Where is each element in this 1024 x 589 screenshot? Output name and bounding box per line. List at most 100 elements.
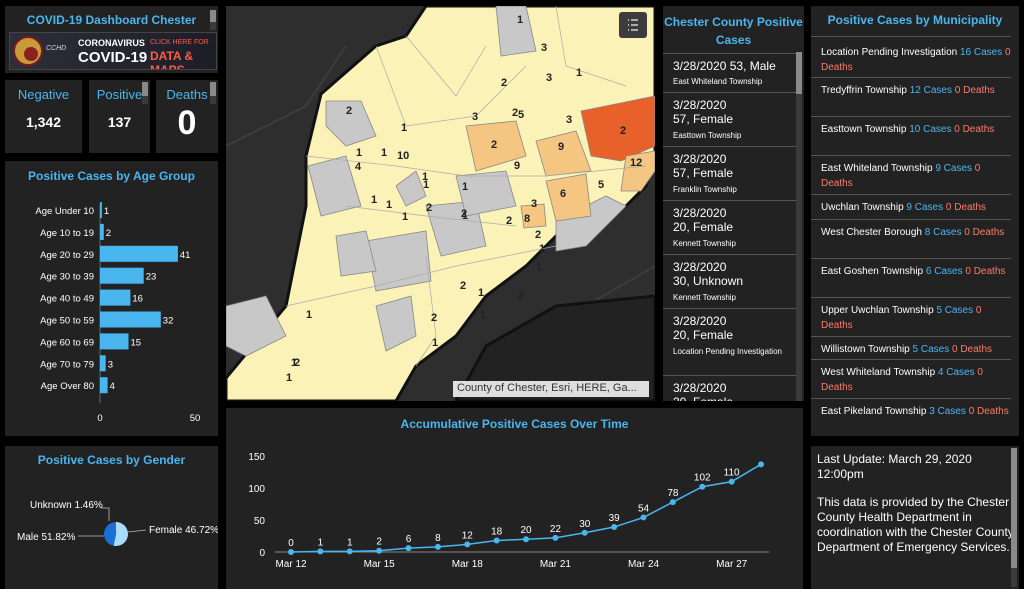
municipality-deaths: 0 Deaths <box>951 344 993 355</box>
municipality-name: East Whiteland Township <box>821 163 936 174</box>
age-bar[interactable] <box>100 245 178 262</box>
map-count-label: 3 <box>472 111 478 123</box>
municipality-cases: 10 Cases <box>909 124 955 135</box>
county-case-item[interactable]: 3/28/2020 20, Female Kennett Township <box>663 200 796 249</box>
county-case-item[interactable]: 3/28/2020 20, Female Location Pending Inve… <box>663 308 796 357</box>
gender-slice[interactable] <box>113 522 129 546</box>
positive-label: Positive <box>96 87 143 102</box>
map-count-label: 1 <box>386 199 392 211</box>
age-bar[interactable] <box>100 355 106 372</box>
age-xtick: 50 <box>190 413 201 424</box>
municipality-cases: 3 Cases <box>929 406 969 417</box>
deaths-label: Deaths <box>166 87 208 102</box>
case-municipality: Kennett Township <box>673 239 737 248</box>
municipality-name: Uwchlan Township <box>821 202 907 213</box>
age-category-label: Age 60 to 69 <box>40 337 94 348</box>
municipality-item[interactable]: East Whiteland Township 9 Cases 0 Deaths <box>811 155 1011 191</box>
municipality-item[interactable]: East Goshen Township 6 Cases 0 Deaths <box>811 258 1011 279</box>
municipality-cases: 16 Cases <box>960 47 1006 58</box>
accum-point[interactable] <box>493 537 500 544</box>
accum-point[interactable] <box>640 514 647 521</box>
case-municipality: East Whiteland Township <box>673 77 763 86</box>
municipality-item[interactable]: Upper Uwchlan Township 5 Cases 0 Deaths <box>811 297 1011 333</box>
age-bar[interactable] <box>100 289 131 306</box>
accum-point[interactable] <box>376 547 383 554</box>
county-case-item[interactable]: 3/28/2020 57, Female Franklin Township <box>663 146 796 195</box>
accum-ytick: 50 <box>254 516 266 527</box>
accum-point[interactable] <box>434 543 441 550</box>
dashboard-title: COVID-19 Dashboard Chester <box>26 13 197 27</box>
gender-slice[interactable] <box>104 522 116 546</box>
accum-point[interactable] <box>464 541 471 548</box>
accum-xtick: Mar 21 <box>540 559 572 570</box>
case-date-line: 3/28/2020 <box>673 260 727 274</box>
county-case-item[interactable]: 3/28/2020 53, Male East Whiteland Townshi… <box>663 53 796 87</box>
accum-data-label: 8 <box>435 533 441 544</box>
county-case-item[interactable]: 3/28/2020 30, Unknown Kennett Township <box>663 254 796 303</box>
municipality-item[interactable]: Willistown Township 5 Cases 0 Deaths <box>811 336 1011 357</box>
municipality-deaths: 0 Deaths <box>964 227 1005 238</box>
update-scrollbar[interactable] <box>1011 448 1017 587</box>
gender-slice[interactable] <box>116 522 118 534</box>
accum-point[interactable] <box>728 478 735 485</box>
map-count-label: 2 <box>535 229 541 241</box>
gender-chart-title: Positive Cases by Gender <box>37 453 186 467</box>
age-bar[interactable] <box>100 333 129 350</box>
case-municipality: Franklin Township <box>673 185 737 194</box>
covid-banner-link[interactable]: CCHD CORONAVIRUS COVID-19 CLICK HERE FOR… <box>9 32 217 70</box>
gender-label: Male 51.82% <box>17 532 75 543</box>
header-scrollbar[interactable] <box>210 10 216 30</box>
municipality-item[interactable]: Tredyffrin Township 12 Cases 0 Deaths <box>811 77 1011 98</box>
accum-line-chart: 0 50 100 150 Mar 12 Mar 15 Mar 18 Mar 21 Mar 24 M… <box>248 452 769 570</box>
layer-list-button[interactable] <box>619 12 647 38</box>
accum-point[interactable] <box>758 461 764 468</box>
municipality-item[interactable]: Easttown Township 10 Cases 0 Deaths <box>811 116 1011 137</box>
case-date-line: 3/28/2020 <box>673 381 727 395</box>
age-category-label: Age 30 to 39 <box>40 272 94 283</box>
age-bar[interactable] <box>100 311 161 328</box>
map-count-label: 2 <box>518 290 524 302</box>
gender-leader-line <box>101 507 110 521</box>
municipality-item[interactable]: East Pikeland Township 3 Cases 0 Deaths <box>811 398 1011 419</box>
accum-point[interactable] <box>523 536 529 543</box>
municipality-item[interactable]: Uwchlan Township 9 Cases 0 Deaths <box>811 194 1011 215</box>
accum-point[interactable] <box>581 529 588 536</box>
case-map[interactable]: 1 3 3 1 2 2 3 5 3 2 2 9 12 9 10 4 1 1 2 1 6 5 1 1 2 3 8 1 1 2 2 1 1 2 2 1 2 1… <box>226 6 655 401</box>
county-list-scrollbar[interactable] <box>796 52 802 401</box>
negative-stat: Negative 1,342 <box>5 80 82 153</box>
accum-point[interactable] <box>552 534 559 541</box>
accum-point[interactable] <box>611 524 618 531</box>
deaths-stat: Deaths 0 <box>156 80 218 153</box>
accum-point[interactable] <box>346 548 353 555</box>
accum-point[interactable] <box>317 548 324 555</box>
case-age-sex: 20, Female <box>673 328 734 342</box>
age-bar[interactable] <box>100 202 102 218</box>
municipality-item[interactable]: West Chester Borough 8 Cases 0 Deaths <box>811 219 1011 240</box>
municipality-item[interactable]: West Whiteland Township 4 Cases 0 Deaths <box>811 359 1011 395</box>
map-count-label: 1 <box>478 287 484 299</box>
accum-point[interactable] <box>405 545 412 552</box>
deaths-scrollbar[interactable] <box>210 82 216 104</box>
age-category-label: Age 40 to 49 <box>40 294 94 305</box>
accum-point[interactable] <box>288 549 294 555</box>
county-case-item[interactable]: 3/28/2020 57, Female Easttown Township <box>663 92 796 141</box>
map-count-label: 2 <box>506 215 512 227</box>
age-bar[interactable] <box>100 267 144 284</box>
positive-scrollbar[interactable] <box>142 82 148 104</box>
municipality-deaths: 0 Deaths <box>821 367 983 393</box>
case-municipality: Kennett Township <box>673 293 737 302</box>
accum-point[interactable] <box>699 483 706 490</box>
municipality-deaths: 0 Deaths <box>968 406 1009 417</box>
age-category-label: Age Under 10 <box>35 206 94 217</box>
case-date-line: 3/28/2020 <box>673 152 727 166</box>
map-attribution[interactable]: County of Chester, Esri, HERE, Ga... <box>453 381 649 397</box>
accum-point[interactable] <box>669 499 676 506</box>
age-bar-value: 16 <box>132 294 143 305</box>
map-count-label: 4 <box>355 161 362 173</box>
case-municipality: Location Pending Investigation <box>673 347 782 356</box>
age-bar[interactable] <box>100 223 104 240</box>
municipality-item[interactable]: Location Pending Investigation 16 Cases … <box>811 36 1011 75</box>
age-bar[interactable] <box>100 377 108 394</box>
